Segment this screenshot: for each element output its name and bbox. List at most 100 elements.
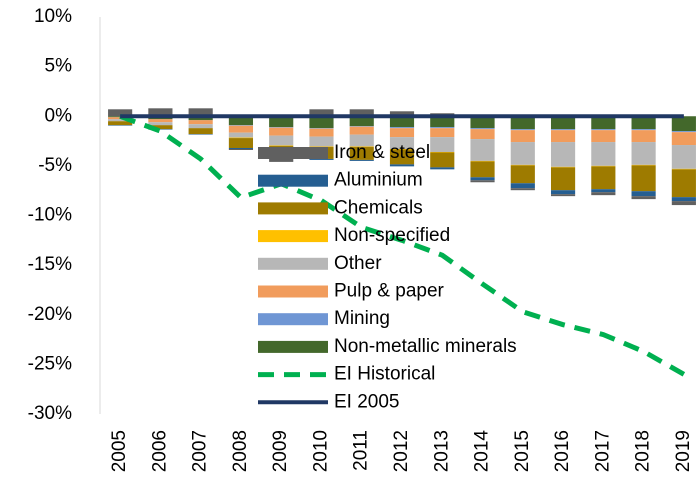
bar-segment [591,130,616,143]
bar-segment [550,130,576,143]
x-tick-label: 2017 [592,430,613,472]
bar-segment [550,167,576,191]
bar-segment [430,167,455,170]
legend-label: Mining [334,308,390,329]
legend-swatch [258,147,328,159]
legend-swatch [258,202,328,215]
bar-segment [349,159,374,161]
legend-label: Chemicals [334,197,423,218]
legend-swatch [258,340,328,353]
bar-segment [309,158,334,160]
bar-segment [510,116,535,130]
bar-segment [349,147,374,160]
y-tick-label: -30% [28,403,72,424]
bar-segment [389,128,415,138]
bar-segment [550,190,576,195]
legend-label: Pulp & paper [334,281,445,302]
x-tick-label: 2011 [351,430,372,471]
bar-segment [510,183,535,189]
y-tick-label: 5% [45,56,73,77]
bar-segment [671,145,696,169]
bar-segment [108,109,133,117]
x-tick-label: 2015 [512,430,533,472]
bar-segment [430,137,455,152]
x-tick-label: 2012 [391,430,412,472]
bar-segment [671,169,696,198]
bar-segment [631,129,656,131]
bar-segment [269,116,294,128]
bar-segment [389,164,415,167]
bar-segment [550,194,576,197]
bar-segment [108,119,133,122]
bar-segment [389,116,415,128]
bar-segment [550,142,576,167]
bar-segment [510,165,535,184]
bar-segment [228,149,254,150]
bar-segment [631,116,656,130]
bar-segment [671,201,696,206]
x-tick-label: 2010 [310,430,331,472]
bar-segment [550,116,576,130]
bar-segment [389,149,415,165]
bar-segment [591,189,616,193]
bar-segment [470,128,495,130]
bar-segment [671,197,696,202]
legend-swatch [258,174,328,187]
bar-segment [591,142,616,166]
legend-label: Other [334,253,382,274]
line-series [119,113,686,377]
legend-label: EI Historical [334,364,435,385]
bar-segment [349,126,374,135]
x-tick-label: 2014 [472,430,493,473]
bar-segment [671,116,696,132]
legend-swatch [258,230,328,243]
bar-segment [591,166,616,190]
bar-segment [631,196,656,200]
bar-segment [349,116,374,127]
bar-segment [550,129,576,131]
legend-label: Iron & steel [334,142,430,163]
bar-segment [510,130,535,143]
y-tick-label: -25% [28,353,72,374]
bar-segment [108,121,133,126]
legend-swatch [258,313,328,326]
legend-label: EI 2005 [334,391,400,412]
bar-segment [510,188,535,191]
bar-segment [631,191,656,197]
x-tick-label: 2019 [673,430,694,472]
bar-segment [470,139,495,161]
legend-swatch [258,285,328,298]
x-tick-label: 2013 [431,430,452,472]
x-tick-label: 2008 [230,430,251,472]
bar-segment [269,135,294,146]
bar-segment [671,132,696,146]
x-tick-label: 2016 [552,430,573,472]
x-tick-label: 2009 [270,430,291,472]
bar-segment [430,152,455,168]
y-tick-label: -15% [28,254,72,275]
bar-segment [269,127,294,136]
legend-swatch [258,257,328,270]
bar-segment [470,177,495,181]
bar-segment [631,165,656,192]
legend-label: Aluminium [334,170,423,191]
bar-segment [309,116,334,129]
x-tick-label: 2007 [190,430,211,472]
bar-segment [188,124,213,129]
bar-segment [148,125,173,130]
bar-segment [349,134,374,147]
bar-segment [430,116,455,128]
bar-segment [309,136,334,147]
bar-segment [148,122,173,126]
bar-segment [148,119,173,123]
y-tick-label: 10% [34,6,72,27]
bar-segment [309,109,334,117]
y-tick-label: -5% [38,155,72,176]
bar-segment [631,130,656,143]
bar-segment [228,116,254,126]
bar-segment [470,180,495,183]
bar-segment [510,129,535,131]
x-tick-label: 2018 [633,430,654,472]
bar-segment [188,120,213,125]
